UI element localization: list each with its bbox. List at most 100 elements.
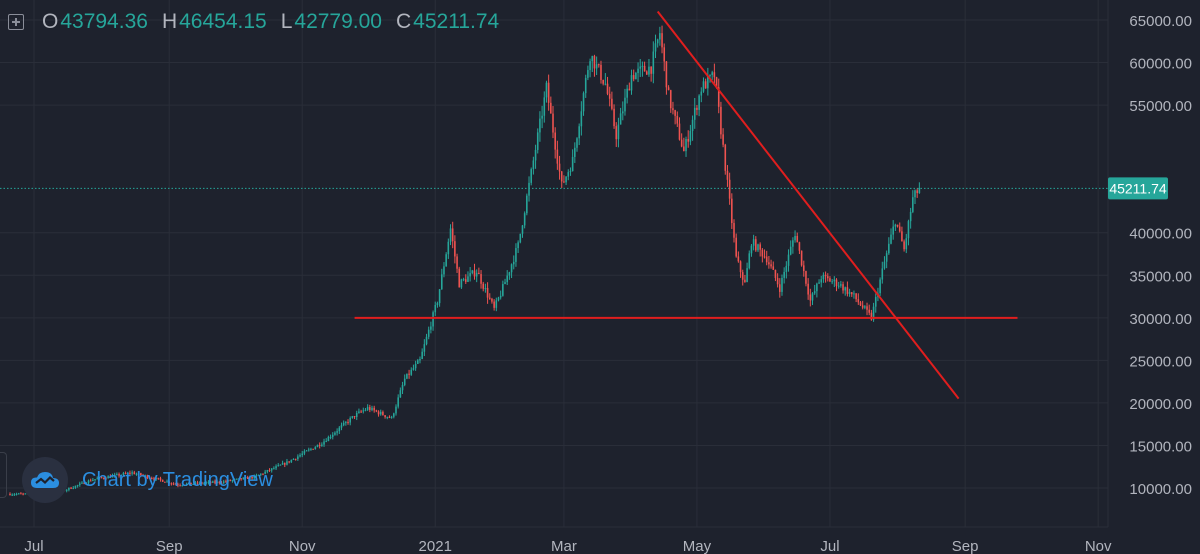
candle-body xyxy=(303,451,306,454)
price-tick-label: 35000.00 xyxy=(1129,268,1192,285)
candle-body xyxy=(530,169,532,183)
candle-body xyxy=(678,123,681,140)
candle-body xyxy=(299,455,301,457)
candle-body xyxy=(364,409,367,411)
candle-body xyxy=(495,300,498,308)
candle-body xyxy=(776,277,779,285)
candle-body xyxy=(696,107,698,110)
candle-body xyxy=(89,480,92,482)
candle-body xyxy=(440,274,443,290)
candle-body xyxy=(438,289,441,304)
candle-body xyxy=(848,292,851,294)
candle-body xyxy=(150,478,153,480)
candle-body xyxy=(129,472,131,474)
candle-body xyxy=(255,475,258,477)
candle-body xyxy=(353,416,356,418)
candle-body xyxy=(661,33,663,48)
candle-body xyxy=(663,47,666,62)
candle-body xyxy=(205,482,208,484)
candle-body xyxy=(15,493,18,495)
candle-body xyxy=(266,469,269,472)
candle-body xyxy=(735,237,737,257)
candle-body xyxy=(761,249,764,257)
candle-body xyxy=(390,416,393,418)
close-key: C xyxy=(395,10,412,33)
expand-legend-icon[interactable] xyxy=(8,14,24,30)
horizontal-gridlines xyxy=(0,19,1108,489)
candle-body xyxy=(539,118,541,133)
candle-body xyxy=(569,171,572,173)
candle-body xyxy=(242,477,245,480)
candle-body xyxy=(881,268,884,280)
candle-body xyxy=(161,479,164,482)
candle-body xyxy=(142,475,144,477)
candle-body xyxy=(240,478,242,480)
candle-body xyxy=(606,83,609,94)
candle-body xyxy=(222,481,225,484)
candle-body xyxy=(534,149,537,161)
candle-body xyxy=(109,476,112,478)
candle-body xyxy=(253,475,256,479)
candle-body xyxy=(737,256,740,262)
candle-body xyxy=(201,482,203,484)
candle-body xyxy=(698,95,700,110)
candle-body xyxy=(74,485,77,488)
high-key: H xyxy=(161,10,178,33)
candle-body xyxy=(410,369,413,375)
candle-body xyxy=(674,110,676,116)
candle-body xyxy=(377,411,380,415)
candle-body xyxy=(297,456,299,460)
candle-body xyxy=(615,126,618,140)
candle-body xyxy=(630,75,633,91)
candle-body xyxy=(427,329,430,337)
candle-body xyxy=(419,358,421,361)
candle-body xyxy=(667,87,670,91)
candle-body xyxy=(281,463,284,465)
candle-body xyxy=(619,113,622,125)
candle-body xyxy=(724,144,727,171)
candle-body xyxy=(386,416,389,418)
candle-body xyxy=(345,422,347,424)
time-tick-label: Sep xyxy=(156,538,183,554)
candle-body xyxy=(473,270,476,277)
candle-body xyxy=(560,171,563,182)
candle-body xyxy=(763,256,766,258)
watermark-text: Chart by TradingView xyxy=(82,468,273,491)
candle-body xyxy=(288,461,290,463)
open-key: O xyxy=(42,10,59,33)
candle-body xyxy=(13,494,16,496)
candle-body xyxy=(574,147,576,157)
candle-body xyxy=(604,83,607,85)
candle-body xyxy=(772,266,775,270)
candle-body xyxy=(436,303,439,305)
side-panel-handle[interactable] xyxy=(0,452,7,498)
candle-body xyxy=(624,97,626,112)
candle-body xyxy=(316,444,319,448)
candle-body xyxy=(412,368,415,370)
candle-body xyxy=(355,413,358,418)
candle-body xyxy=(414,363,417,369)
candle-body xyxy=(894,224,897,227)
candle-body xyxy=(517,242,519,249)
low-value: 42779.00 xyxy=(294,10,382,33)
candle-body xyxy=(164,481,166,483)
low-field: L 42779.00 xyxy=(281,10,382,34)
candle-body xyxy=(593,56,596,69)
candle-body xyxy=(833,279,836,282)
candle-body xyxy=(259,473,262,475)
tradingview-watermark[interactable]: Chart by TradingView xyxy=(22,457,273,503)
candle-body xyxy=(870,312,873,320)
candle-body xyxy=(225,481,227,483)
candle-body xyxy=(521,225,524,234)
candle-body xyxy=(188,482,190,484)
candle-body xyxy=(840,284,842,286)
candle-body xyxy=(375,410,378,412)
candle-body xyxy=(135,473,138,475)
candle-body xyxy=(338,427,341,432)
candle-body xyxy=(637,68,639,73)
candle-body xyxy=(567,172,570,177)
candle-body xyxy=(787,254,790,266)
candle-body xyxy=(395,406,397,414)
candle-body xyxy=(373,407,375,411)
